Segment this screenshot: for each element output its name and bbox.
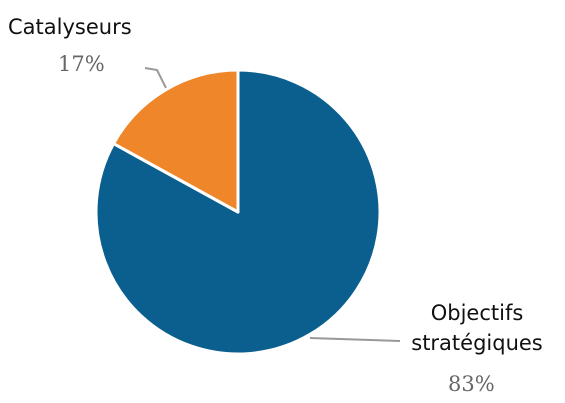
- value-label: 83%: [448, 372, 495, 396]
- leader-line: [309, 337, 401, 342]
- slice-label: Catalyseurs: [8, 15, 132, 39]
- slice-label: Objectifs stratégiques: [411, 301, 543, 355]
- value-label: 17%: [58, 52, 105, 76]
- leader-line: [144, 67, 167, 89]
- pie-slice: [112, 68, 240, 214]
